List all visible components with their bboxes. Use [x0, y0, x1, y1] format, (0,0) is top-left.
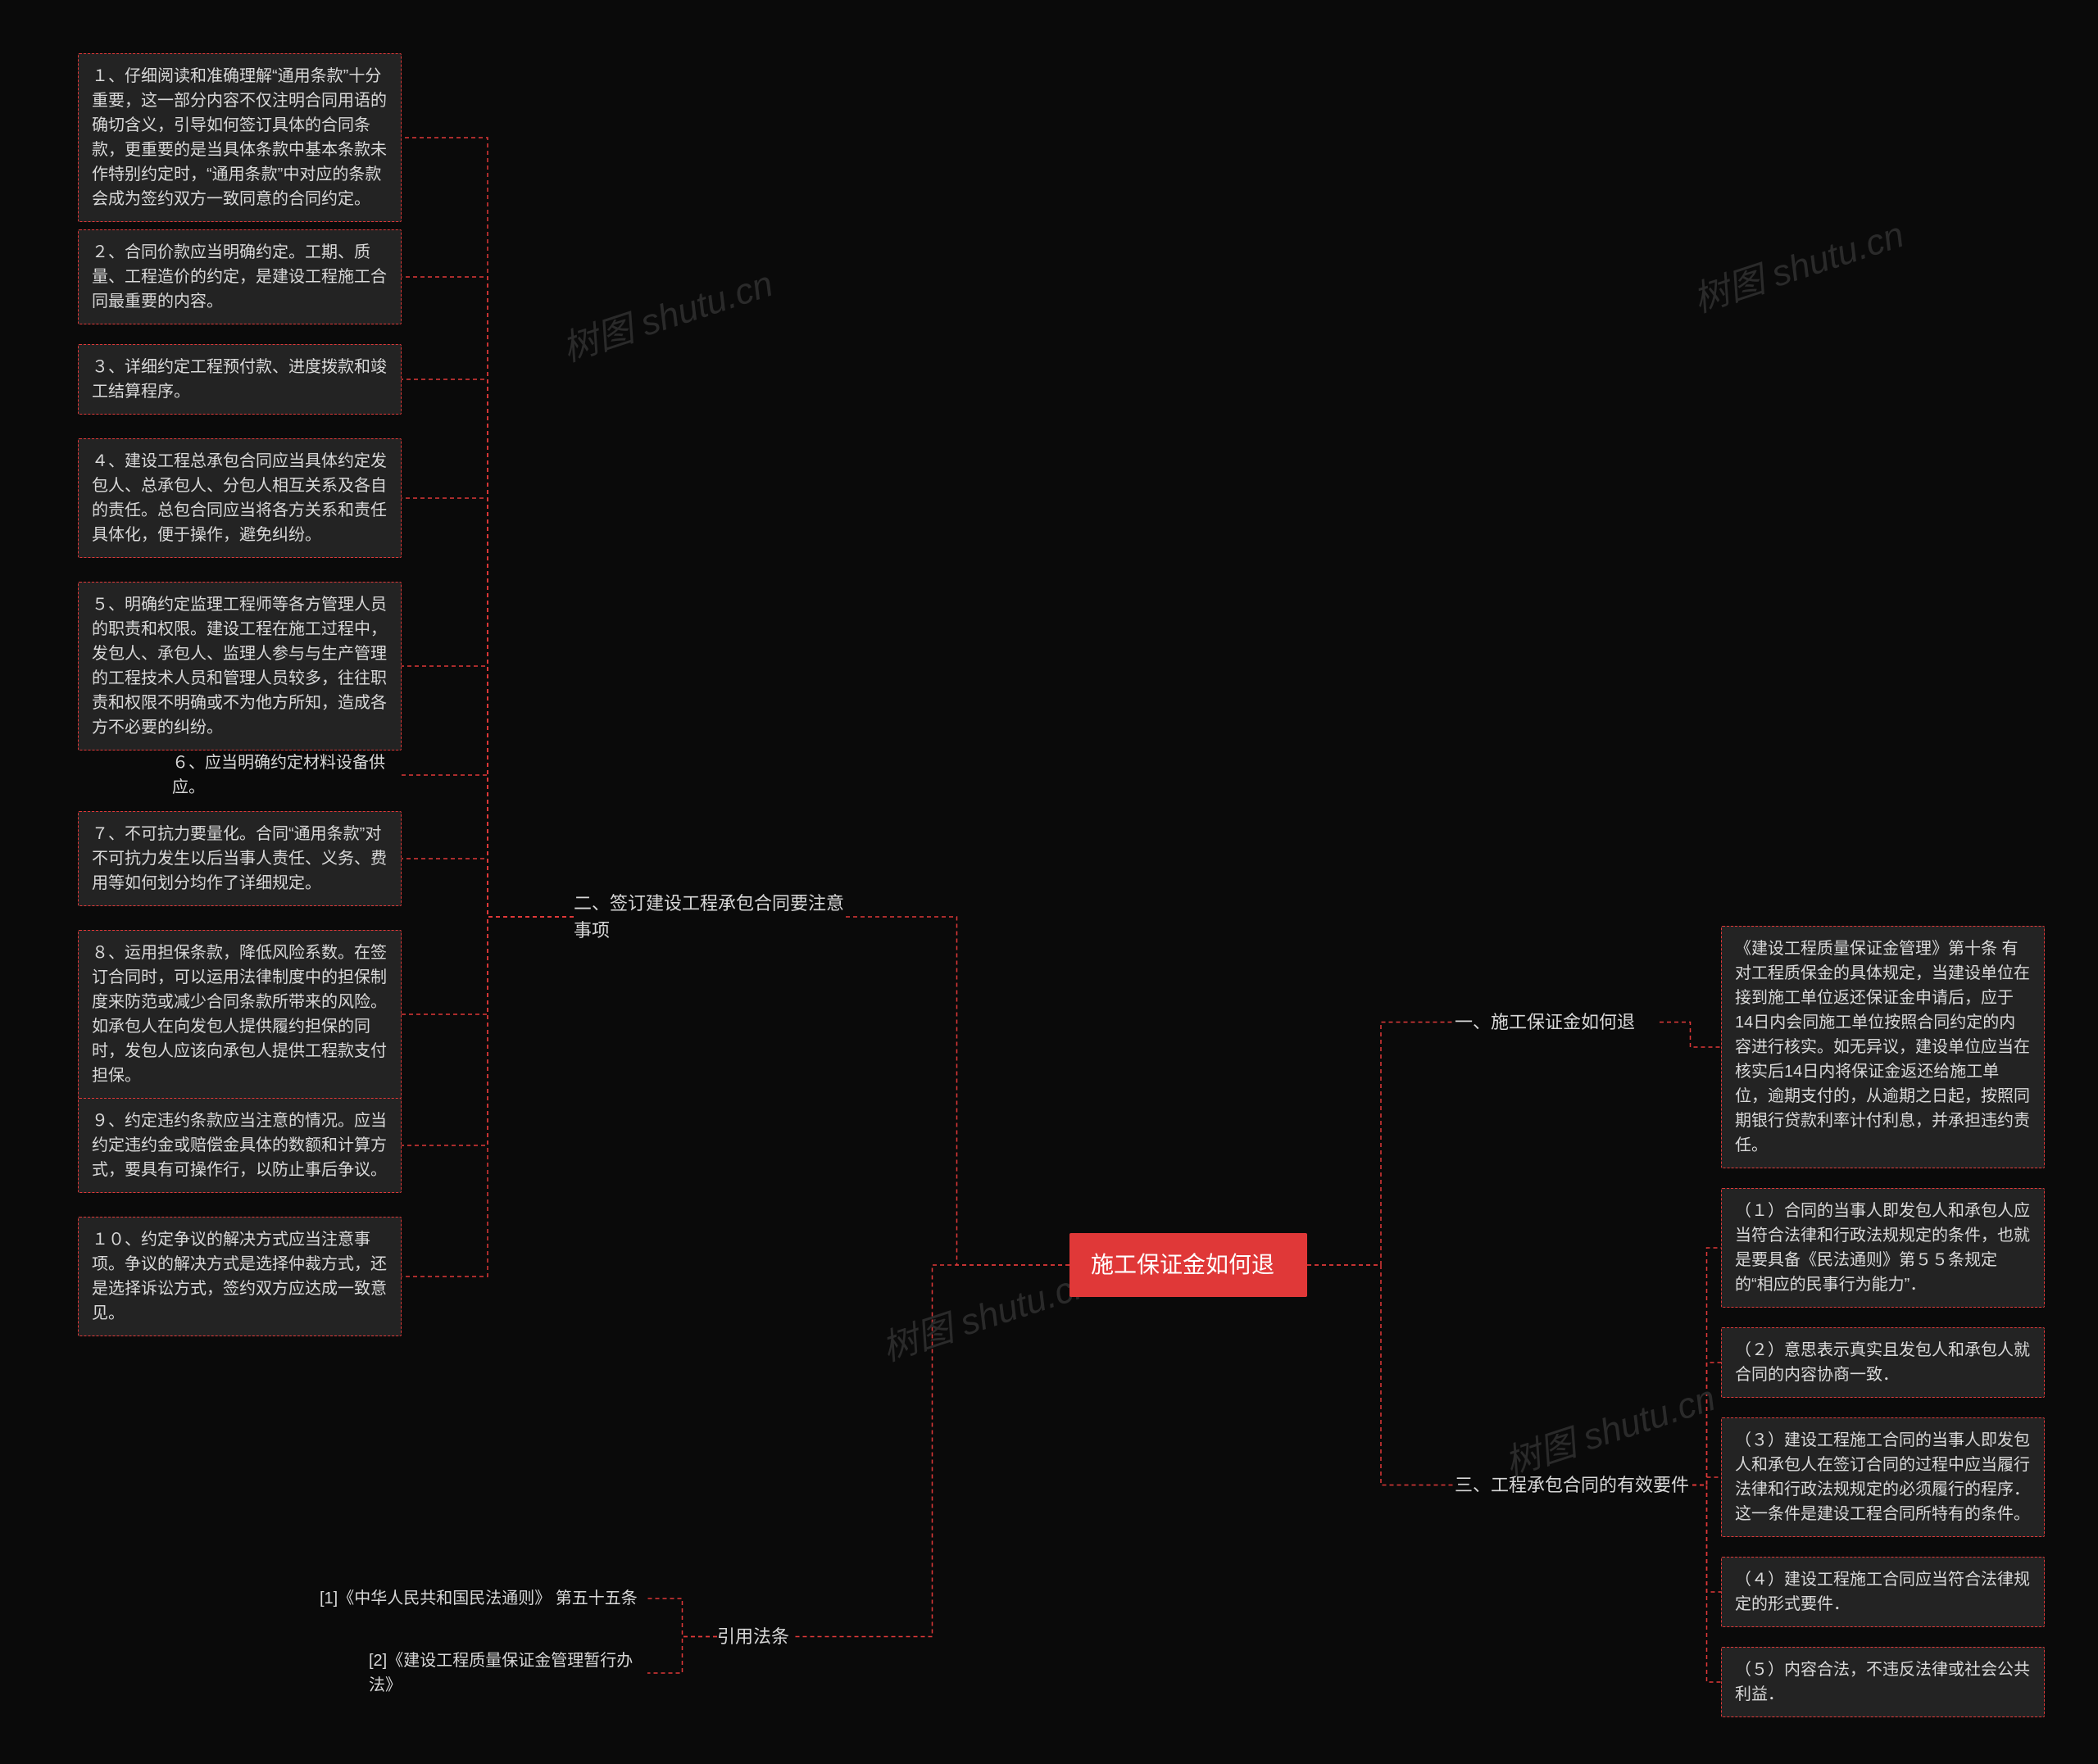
leaf-b2-3[interactable]: ３、详细约定工程预付款、进度拨款和竣工结算程序。: [78, 344, 402, 415]
watermark: 树图 shutu.cn: [555, 254, 779, 371]
leaf-b2-5[interactable]: ５、明确约定监理工程师等各方管理人员的职责和权限。建设工程在施工过程中，发包人、…: [78, 582, 402, 750]
leaf-b4-1[interactable]: [1]《中华人民共和国民法通则》 第五十五条: [320, 1583, 647, 1614]
leaf-b2-8[interactable]: ８、运用担保条款，降低风险系数。在签订合同时，可以运用法律制度中的担保制度来防范…: [78, 930, 402, 1099]
leaf-b3-2[interactable]: （２）意思表示真实且发包人和承包人就合同的内容协商一致．: [1721, 1327, 2045, 1398]
leaf-b1-1[interactable]: 《建设工程质量保证金管理》第十条 有对工程质保金的具体规定，当建设单位在接到施工…: [1721, 926, 2045, 1168]
branch-4[interactable]: 引用法条: [717, 1618, 795, 1655]
leaf-b4-2[interactable]: [2]《建设工程质量保证金管理暂行办法》: [369, 1645, 647, 1701]
leaf-b2-2[interactable]: ２、合同价款应当明确约定。工期、质量、工程造价的约定，是建设工程施工合同最重要的…: [78, 229, 402, 324]
root-node[interactable]: 施工保证金如何退: [1069, 1233, 1307, 1297]
branch-3[interactable]: 三、工程承包合同的有效要件: [1455, 1467, 1692, 1503]
leaf-b2-1[interactable]: １、仔细阅读和准确理解“通用条款”十分重要，这一部分内容不仅注明合同用语的确切含…: [78, 53, 402, 222]
mindmap-canvas: 树图 shutu.cn 树图 shutu.cn 树图 shutu.cn 树图 s…: [0, 0, 2098, 1764]
watermark: 树图 shutu.cn: [874, 1254, 1098, 1371]
leaf-b2-4[interactable]: ４、建设工程总承包合同应当具体约定发包人、总承包人、分包人相互关系及各自的责任。…: [78, 438, 402, 558]
branch-1[interactable]: 一、施工保证金如何退: [1455, 1004, 1660, 1041]
branch-2[interactable]: 二、签订建设工程承包合同要注意事项: [574, 885, 844, 949]
leaf-b2-10[interactable]: １０、约定争议的解决方式应当注意事项。争议的解决方式是选择仲裁方式，还是选择诉讼…: [78, 1217, 402, 1336]
leaf-b3-1[interactable]: （１）合同的当事人即发包人和承包人应当符合法律和行政法规规定的条件，也就是要具备…: [1721, 1188, 2045, 1308]
leaf-b2-6[interactable]: ６、应当明确约定材料设备供应。: [172, 747, 402, 803]
leaf-b2-7[interactable]: ７、不可抗力要量化。合同“通用条款”对不可抗力发生以后当事人责任、义务、费用等如…: [78, 811, 402, 906]
leaf-b3-4[interactable]: （４）建设工程施工合同应当符合法律规定的形式要件．: [1721, 1557, 2045, 1627]
leaf-b3-3[interactable]: （３）建设工程施工合同的当事人即发包人和承包人在签订合同的过程中应当履行法律和行…: [1721, 1417, 2045, 1537]
leaf-b3-5[interactable]: （５）内容合法，不违反法律或社会公共利益．: [1721, 1647, 2045, 1717]
leaf-b2-9[interactable]: ９、约定违约条款应当注意的情况。应当约定违约金或赔偿金具体的数额和计算方式，要具…: [78, 1098, 402, 1193]
watermark: 树图 shutu.cn: [1686, 205, 1910, 322]
